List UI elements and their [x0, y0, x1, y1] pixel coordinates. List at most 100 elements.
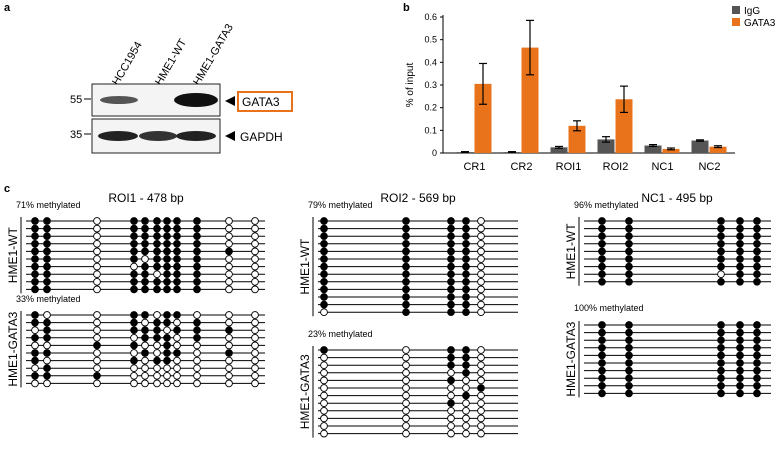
- unmethylated-cpg: [251, 341, 259, 350]
- methylated-cpg: [31, 371, 39, 380]
- methylated-cpg: [736, 389, 744, 398]
- unmethylated-cpg: [477, 239, 485, 248]
- unmethylated-cpg: [193, 311, 201, 319]
- unmethylated-cpg: [402, 353, 410, 362]
- methylated-cpg: [625, 232, 633, 241]
- unmethylated-cpg: [320, 353, 328, 362]
- methylated-cpg: [736, 277, 744, 286]
- methylated-cpg: [753, 262, 761, 271]
- unmethylated-cpg: [141, 255, 149, 263]
- methylated-cpg: [753, 255, 761, 263]
- x-tick-label: ROI1: [556, 161, 582, 173]
- methylated-cpg: [320, 346, 328, 354]
- methylated-cpg: [625, 277, 633, 286]
- methylated-cpg: [625, 239, 633, 248]
- methylated-cpg: [462, 255, 470, 263]
- bar-igg-roi2: [597, 139, 615, 153]
- unmethylated-cpg: [447, 414, 455, 423]
- methylated-cpg: [598, 277, 606, 286]
- methylated-cpg: [320, 232, 328, 241]
- sample-label: HME1-WT: [6, 227, 20, 284]
- methylated-cpg: [625, 328, 633, 337]
- unmethylated-cpg: [130, 333, 138, 342]
- methylated-cpg: [320, 300, 328, 309]
- methylated-cpg: [141, 349, 149, 357]
- unmethylated-cpg: [477, 346, 485, 354]
- methylated-cpg: [625, 389, 633, 398]
- unmethylated-cpg: [225, 232, 233, 241]
- unmethylated-cpg: [130, 349, 138, 357]
- methylated-cpg: [402, 285, 410, 294]
- methylated-cpg: [598, 381, 606, 390]
- unmethylated-cpg: [477, 262, 485, 271]
- unmethylated-cpg: [320, 361, 328, 370]
- bar-gata3-nc1: [662, 148, 680, 153]
- methylated-cpg: [447, 308, 455, 317]
- methylated-cpg: [598, 232, 606, 241]
- legend-swatch: [732, 18, 740, 26]
- unmethylated-cpg: [93, 224, 101, 233]
- methylation-region-2: ROI2 - 569 bp 79% methylated HME1-WT 23% me…: [298, 191, 518, 438]
- methylated-cpg: [736, 262, 744, 271]
- unmethylated-cpg: [320, 308, 328, 317]
- methylated-cpg: [31, 318, 39, 327]
- methylated-cpg: [43, 333, 51, 342]
- methylated-cpg: [598, 359, 606, 367]
- unmethylated-cpg: [130, 364, 138, 373]
- unmethylated-cpg: [477, 361, 485, 370]
- methylated-cpg: [462, 391, 470, 400]
- unmethylated-cpg: [462, 422, 470, 430]
- unmethylated-cpg: [163, 371, 171, 380]
- methylated-cpg: [173, 232, 181, 241]
- methylated-cpg: [153, 285, 161, 294]
- unmethylated-cpg: [402, 368, 410, 377]
- unmethylated-cpg: [251, 349, 259, 357]
- methylated-cpg: [93, 371, 101, 380]
- unmethylated-cpg: [173, 333, 181, 342]
- methylated-cpg: [717, 359, 725, 367]
- methylated-cpg: [753, 343, 761, 352]
- sample-label: HME1-GATA3: [6, 311, 20, 386]
- methylated-cpg: [43, 262, 51, 271]
- methylated-cpg: [598, 255, 606, 263]
- unmethylated-cpg: [251, 379, 259, 388]
- methylated-cpg: [625, 381, 633, 390]
- unmethylated-cpg: [251, 311, 259, 319]
- methylated-cpg: [173, 326, 181, 335]
- unmethylated-cpg: [251, 371, 259, 380]
- sample-label: HME1-WT: [298, 238, 312, 295]
- methylated-cpg: [447, 285, 455, 294]
- methylated-cpg: [173, 270, 181, 279]
- unmethylated-cpg: [193, 341, 201, 350]
- sample-label: HME1-GATA3: [298, 354, 312, 429]
- methylated-cpg: [598, 328, 606, 337]
- methylated-cpg: [193, 270, 201, 279]
- unmethylated-cpg: [477, 232, 485, 241]
- unmethylated-cpg: [225, 255, 233, 263]
- methylated-cpg: [717, 374, 725, 383]
- methylated-cpg: [225, 247, 233, 256]
- unmethylated-cpg: [251, 285, 259, 294]
- methylation-percent: 96% methylated: [574, 200, 639, 210]
- unmethylated-cpg: [173, 364, 181, 373]
- unmethylated-cpg: [173, 371, 181, 380]
- methylated-cpg: [320, 270, 328, 279]
- methylation-percent: 79% methylated: [308, 200, 373, 210]
- methylated-cpg: [753, 232, 761, 241]
- methylated-cpg: [717, 389, 725, 398]
- methylated-cpg: [717, 336, 725, 345]
- unmethylated-cpg: [225, 270, 233, 279]
- methylated-cpg: [402, 224, 410, 233]
- methylated-cpg: [462, 300, 470, 309]
- methylated-cpg: [193, 277, 201, 286]
- methylation-percent: 100% methylated: [574, 303, 644, 313]
- unmethylated-cpg: [477, 224, 485, 233]
- methylated-cpg: [736, 247, 744, 256]
- methylated-cpg: [402, 247, 410, 256]
- methylated-cpg: [625, 270, 633, 279]
- methylated-cpg: [753, 328, 761, 337]
- methylated-cpg: [625, 336, 633, 345]
- methylated-cpg: [163, 277, 171, 286]
- unmethylated-cpg: [225, 364, 233, 373]
- methylated-cpg: [736, 336, 744, 345]
